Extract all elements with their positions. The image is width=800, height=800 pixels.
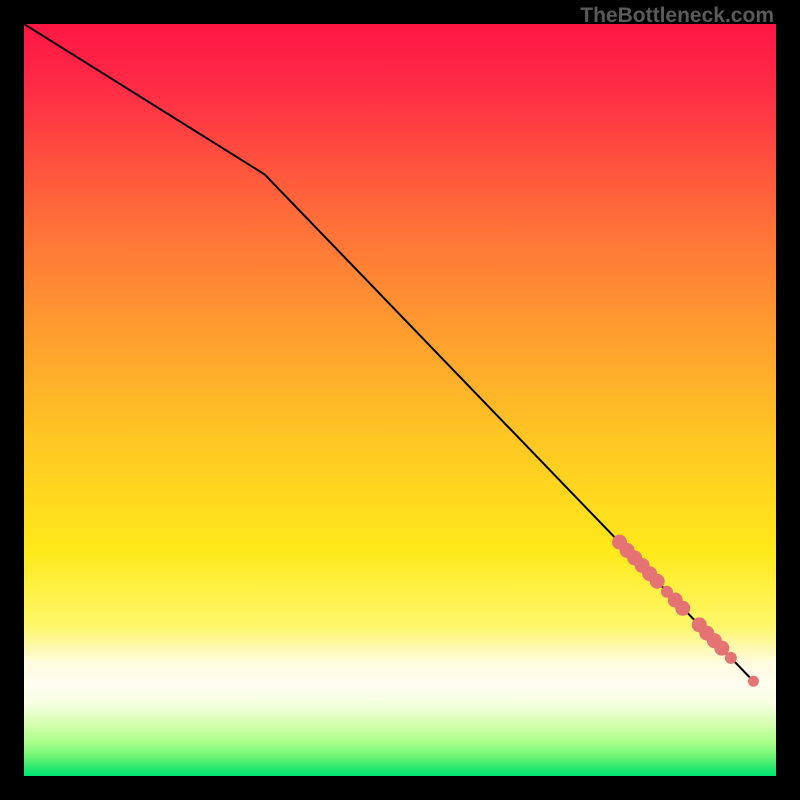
- chart-container: TheBottleneck.com: [0, 0, 800, 800]
- data-marker: [725, 652, 737, 664]
- data-marker: [650, 574, 665, 589]
- gradient-background: [24, 24, 776, 776]
- plot-area: [24, 24, 776, 776]
- watermark-text: TheBottleneck.com: [580, 4, 774, 28]
- data-marker: [748, 676, 759, 687]
- chart-svg: [24, 24, 776, 776]
- data-marker: [675, 601, 690, 616]
